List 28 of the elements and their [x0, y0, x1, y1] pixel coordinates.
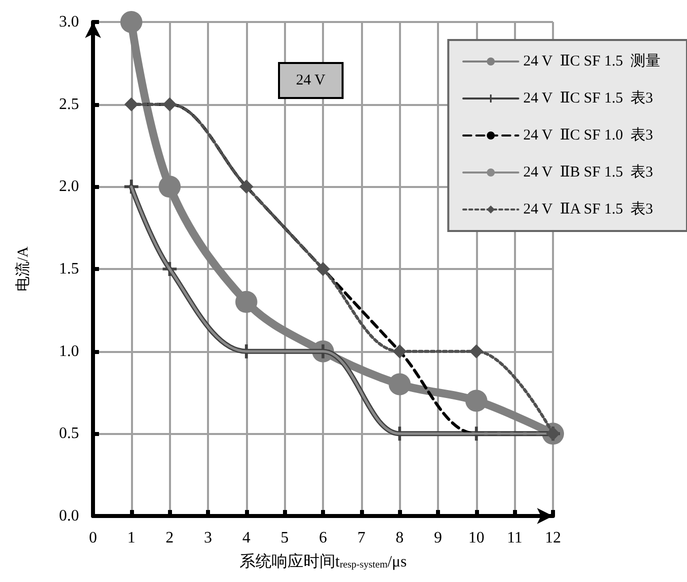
- legend-label: 24 V ⅡB SF 1.5 表3: [523, 164, 653, 180]
- x-axis-title: 系统响应时间tresp-system/μs: [239, 552, 407, 570]
- legend-label: 24 V ⅡC SF 1.5 表3: [523, 90, 653, 106]
- annotation: 24 V: [296, 72, 326, 88]
- y-tick-label: 3.0: [59, 14, 79, 30]
- x-tick-label: 12: [545, 530, 561, 546]
- x-tick-label: 7: [357, 530, 366, 546]
- x-tick-label: 4: [242, 530, 250, 546]
- y-tick-label: 1.0: [59, 342, 79, 360]
- legend-label: 24 V ⅡC SF 1.0 表3: [523, 126, 653, 144]
- y-tick-label: 2.0: [59, 178, 79, 196]
- x-tick-label: 1: [127, 530, 136, 546]
- y-tick-label: 1.5: [59, 260, 79, 278]
- x-tick-label: 3: [204, 530, 212, 546]
- y-axis-title: 电流/A: [14, 246, 32, 292]
- y-tick-label: 0.0: [59, 508, 79, 524]
- x-tick-label: 8: [396, 530, 404, 546]
- x-tick-label: 11: [506, 530, 522, 546]
- x-tick-label: 6: [319, 530, 327, 546]
- x-tick-label: 10: [468, 530, 484, 546]
- y-tick-label: 2.5: [59, 96, 79, 113]
- x-tick-label: 0: [89, 530, 97, 546]
- x-tick-label: 9: [434, 530, 442, 546]
- x-tick-label: 5: [280, 530, 289, 546]
- legend-label: 24 V ⅡA SF 1.5 表3: [523, 200, 653, 218]
- y-tick-label: 0.5: [59, 425, 79, 442]
- legend-label: 24 V ⅡC SF 1.5 测量: [523, 52, 660, 70]
- x-tick-label: 2: [166, 530, 174, 546]
